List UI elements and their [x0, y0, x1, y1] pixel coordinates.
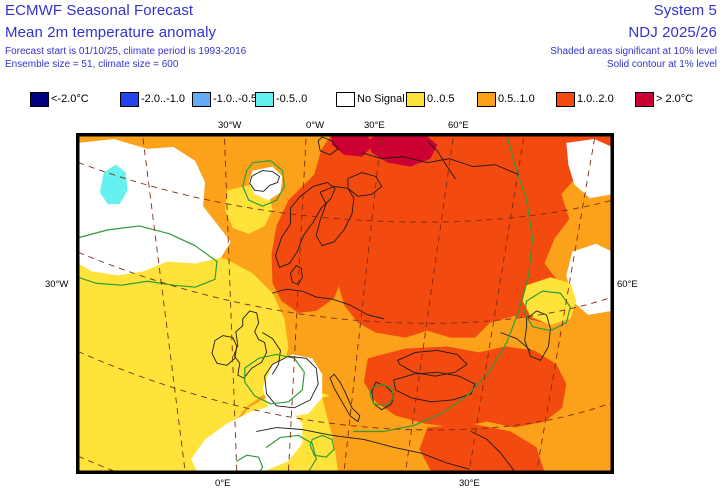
legend-item[interactable]: -2.0..-1.0	[120, 88, 185, 110]
legend-item[interactable]: 0..0.5	[406, 88, 455, 110]
legend-swatch	[477, 91, 496, 107]
shade-crimson-barents-2	[331, 135, 372, 157]
forecast-map[interactable]	[76, 133, 614, 474]
graticule-label-top: 60°E	[448, 120, 469, 131]
shade-red-levant	[419, 423, 545, 472]
graticule-label-bottom: 30°E	[459, 478, 480, 489]
color-legend: <-2.0°C -2.0..-1.0 -1.0..-0.5 -0.5..0 No Sig…	[0, 88, 724, 112]
ensemble-size-text: Ensemble size = 51, climate size = 600	[5, 59, 179, 70]
graticule-label-left: 30°W	[45, 279, 69, 290]
shade-yellow-caspian	[522, 277, 577, 325]
shade-yellow-atlantic	[78, 241, 289, 472]
legend-label: 0..0.5	[427, 93, 455, 105]
significance-note: Shaded areas significant at 10% level	[550, 46, 717, 57]
graticule-label-bottom: 0°E	[215, 478, 231, 489]
legend-label: -2.0..-1.0	[141, 93, 186, 105]
graticule-label-top: 0°W	[306, 120, 325, 131]
shade-nosignal-iberia	[191, 405, 303, 472]
graticule	[78, 135, 612, 472]
system-version: System 5	[653, 2, 717, 19]
legend-label: <-2.0°C	[51, 93, 89, 105]
shade-nosignal-east-2	[566, 243, 612, 315]
legend-label: 1.0..2.0	[577, 93, 614, 105]
coastlines	[211, 136, 551, 472]
legend-swatch	[635, 91, 654, 107]
legend-label: -0.5..0	[276, 93, 308, 105]
significance-contour	[78, 135, 571, 472]
legend-label: No Signal	[357, 93, 405, 105]
header: ECMWF Seasonal Forecast Mean 2m temperat…	[0, 0, 724, 80]
legend-swatch	[255, 91, 274, 107]
legend-item[interactable]: 1.0..2.0	[556, 88, 614, 110]
legend-item[interactable]: > 2.0°C	[635, 88, 693, 110]
legend-item[interactable]: No Signal	[336, 88, 405, 110]
shade-nosignal-iceland	[248, 166, 283, 201]
season-period: NDJ 2025/26	[628, 24, 717, 41]
legend-swatch	[30, 91, 49, 107]
shade-nosignal-east	[566, 138, 612, 199]
shade-red-turkey	[363, 346, 567, 428]
legend-item[interactable]: -0.5..0	[255, 88, 307, 110]
legend-label: 0.5..1.0	[498, 93, 535, 105]
legend-item[interactable]: -1.0..-0.5	[192, 88, 257, 110]
legend-swatch	[406, 91, 425, 107]
legend-item[interactable]: 0.5..1.0	[477, 88, 535, 110]
forecast-start-text: Forecast start is 01/10/25, climate peri…	[5, 46, 247, 57]
shade-cyan-nw-atlantic	[99, 164, 128, 205]
legend-swatch	[192, 91, 211, 107]
graticule-label-top: 30°E	[364, 120, 385, 131]
graticule-label-right: 60°E	[617, 279, 638, 290]
legend-label: -1.0..-0.5	[213, 93, 258, 105]
legend-label: > 2.0°C	[656, 93, 694, 105]
legend-swatch	[120, 91, 139, 107]
graticule-label-top: 30°W	[218, 120, 242, 131]
contour-note: Solid contour at 1% level	[606, 59, 717, 70]
page-title: ECMWF Seasonal Forecast	[5, 2, 194, 19]
page-subtitle: Mean 2m temperature anomaly	[5, 24, 217, 41]
map-frame	[78, 135, 612, 472]
legend-swatch	[336, 91, 355, 107]
legend-swatch	[556, 91, 575, 107]
legend-item[interactable]: <-2.0°C	[30, 88, 89, 110]
map-canvas	[78, 135, 612, 472]
